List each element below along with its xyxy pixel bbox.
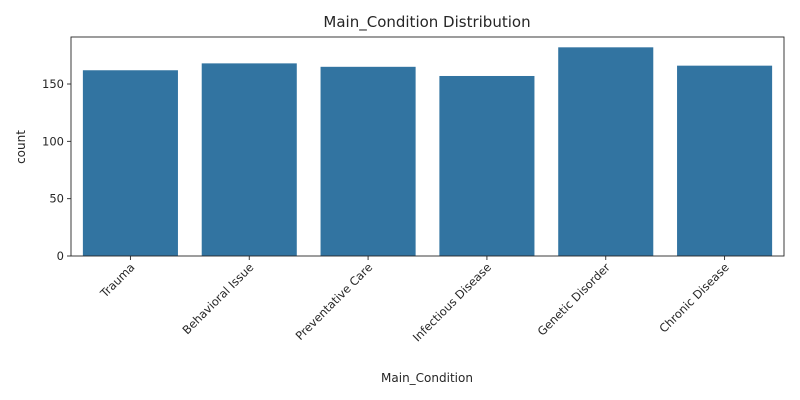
- y-tick-label: 150: [42, 77, 64, 91]
- bar-preventative-care: [320, 66, 416, 256]
- chart-title: Main_Condition Distribution: [323, 13, 530, 32]
- x-tick-label: Trauma: [97, 260, 138, 301]
- y-tick-label: 0: [57, 249, 64, 263]
- y-axis-ticks: 0 50 100 150: [42, 77, 71, 263]
- bars-group: [82, 47, 773, 257]
- plot-frame: [70, 36, 785, 257]
- y-tick-label: 100: [42, 134, 64, 148]
- y-axis-label: count: [14, 130, 28, 164]
- bar-chronic-disease: [677, 65, 773, 257]
- bar-behavioral-issue: [201, 63, 297, 256]
- x-tick-label: Chronic Disease: [656, 260, 731, 335]
- bar-trauma: [82, 70, 178, 256]
- bar-genetic-disorder: [558, 47, 654, 257]
- x-tick-label: Preventative Care: [293, 260, 376, 343]
- x-tick-label: Behavioral Issue: [180, 260, 257, 337]
- bar-infectious-disease: [439, 75, 535, 257]
- x-tick-label: Infectious Disease: [410, 260, 494, 344]
- x-tick-label: Genetic Disorder: [535, 260, 613, 338]
- x-axis-ticks: Trauma Behavioral Issue Preventative Care I…: [97, 256, 732, 344]
- y-tick-label: 50: [49, 192, 64, 206]
- x-axis-label: Main_Condition: [381, 371, 473, 385]
